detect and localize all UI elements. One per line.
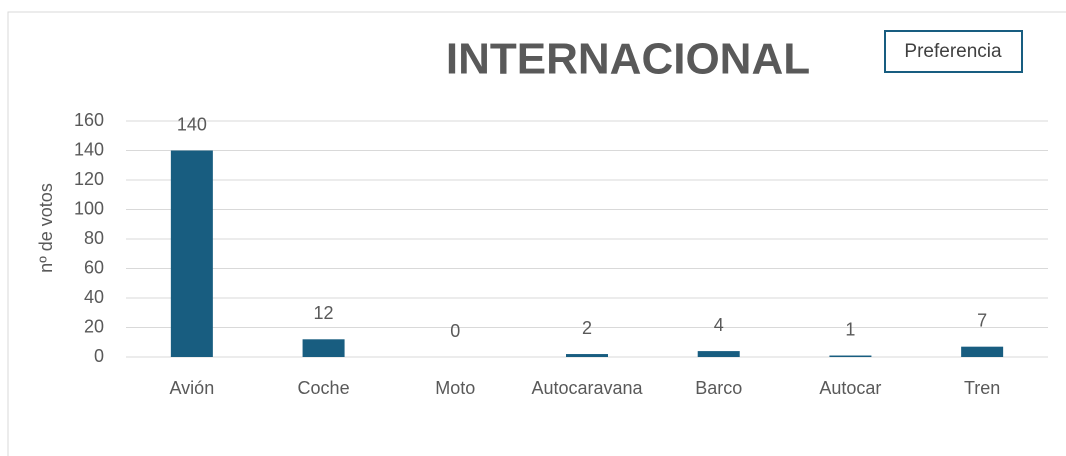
data-label: 140 xyxy=(177,114,207,134)
y-tick-label: 0 xyxy=(94,346,104,366)
bar xyxy=(697,351,740,357)
y-tick-label: 120 xyxy=(74,169,104,189)
y-tick-label: 140 xyxy=(74,139,104,159)
y-tick-label: 40 xyxy=(84,287,104,307)
data-label: 2 xyxy=(582,318,592,338)
bar xyxy=(566,354,608,357)
y-tick-label: 100 xyxy=(74,198,104,218)
x-tick-label: Coche xyxy=(298,378,350,398)
legend-label: Preferencia xyxy=(904,41,1002,62)
data-label: 12 xyxy=(314,303,334,323)
bar xyxy=(170,150,213,357)
x-tick-label: Avión xyxy=(170,378,215,398)
x-tick-label: Moto xyxy=(435,378,475,398)
data-label: 7 xyxy=(977,310,987,330)
bar xyxy=(961,346,1004,357)
x-tick-label: Autocaravana xyxy=(531,378,643,398)
x-tick-label: Barco xyxy=(695,378,742,398)
bar xyxy=(302,339,345,357)
data-label: 0 xyxy=(450,321,460,341)
chart-title: INTERNACIONAL xyxy=(446,35,810,84)
y-axis-label: nº de votos xyxy=(36,183,56,273)
data-label: 4 xyxy=(714,315,724,335)
y-tick-label: 60 xyxy=(84,257,104,277)
y-tick-label: 80 xyxy=(84,228,104,248)
y-tick-label: 20 xyxy=(84,316,104,336)
data-label: 1 xyxy=(845,319,855,339)
y-tick-label: 160 xyxy=(74,110,104,130)
legend-box xyxy=(884,30,1023,73)
x-tick-label: Autocar xyxy=(819,378,881,398)
bar xyxy=(829,355,872,357)
x-tick-label: Tren xyxy=(964,378,1000,398)
